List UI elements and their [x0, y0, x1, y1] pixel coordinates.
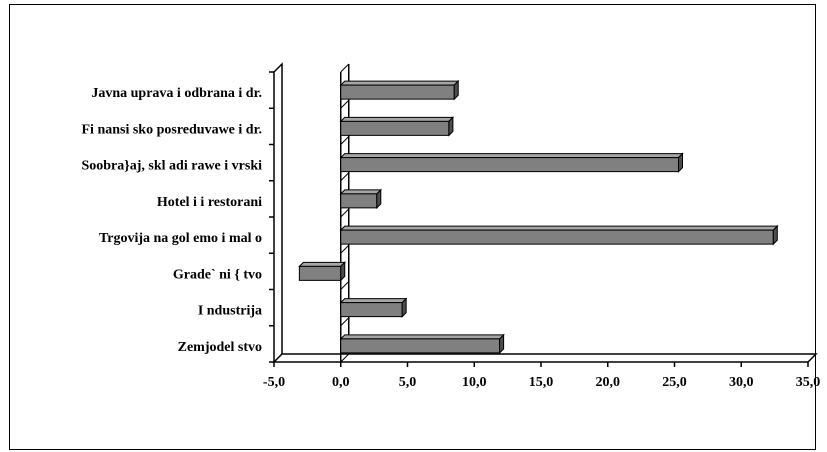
- zero-line-tick: [340, 244, 350, 254]
- category-label: Fi nansi sko posreduvawe i dr.: [82, 122, 263, 137]
- value-tick-label: 35,0: [796, 375, 821, 390]
- bar: [340, 157, 680, 173]
- bar-side: [772, 224, 778, 246]
- bar-top: [339, 116, 455, 122]
- zero-line-tick: [340, 317, 350, 327]
- value-tick-label: -5,0: [263, 375, 285, 390]
- bar-side: [448, 116, 454, 137]
- zero-line-tick: [340, 353, 350, 363]
- bar-side: [499, 333, 505, 355]
- category-label: Grade` ni { tvo: [173, 267, 262, 282]
- bar: [340, 84, 455, 100]
- bar-side: [678, 152, 684, 173]
- category-label: I ndustrija: [198, 304, 262, 319]
- zero-line-tick: [340, 208, 350, 218]
- bar-top: [339, 225, 779, 231]
- bar-top: [339, 298, 408, 304]
- zero-line-tick: [340, 281, 350, 290]
- bar-side: [401, 297, 407, 318]
- bar-side: [376, 188, 382, 210]
- bar: [340, 229, 774, 245]
- bar-top: [298, 261, 346, 267]
- value-tick-label: 25,0: [662, 375, 687, 390]
- value-tick-label: 10,0: [462, 375, 487, 390]
- bar-top: [339, 153, 684, 159]
- value-tick-label: 20,0: [596, 375, 621, 390]
- category-label: Trgovija na gol emo i mal o: [99, 231, 262, 246]
- value-tick-label: 5,0: [399, 375, 417, 390]
- bar: [340, 338, 501, 354]
- bar-top: [339, 80, 460, 86]
- category-label: Hotel i i restorani: [157, 195, 262, 210]
- floor: [272, 353, 818, 363]
- bar: [340, 302, 403, 318]
- zero-line-tick: [340, 99, 350, 109]
- zero-line-tick: [340, 172, 350, 182]
- category-label: Javna uprava i odbrana i dr.: [91, 86, 262, 101]
- bar-top: [339, 334, 505, 340]
- bar: [298, 265, 342, 281]
- zero-line-tick: [340, 136, 350, 145]
- category-label: Soobra}aj, skl adi rawe i vrski: [81, 159, 262, 174]
- bar: [340, 193, 378, 209]
- bar: [340, 120, 450, 136]
- category-label: Zemjodel stvo: [178, 340, 262, 355]
- value-tick-label: 0,0: [332, 375, 350, 390]
- left-wall: [273, 62, 283, 362]
- bar-top: [339, 189, 383, 195]
- zero-line-tick: [340, 63, 350, 73]
- value-tick-label: 15,0: [529, 375, 554, 390]
- value-tick-label: 30,0: [729, 375, 754, 390]
- bar-side: [453, 79, 459, 101]
- bar-side: [340, 261, 346, 282]
